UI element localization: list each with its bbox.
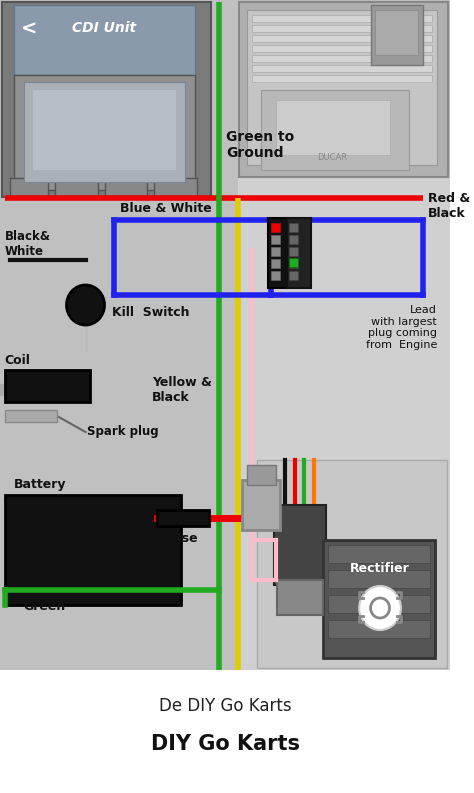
Bar <box>371 5 423 65</box>
Bar <box>14 75 195 190</box>
Text: DUCAR: DUCAR <box>318 154 347 163</box>
Text: Coil: Coil <box>5 354 31 367</box>
Bar <box>242 480 280 530</box>
Bar <box>289 258 298 267</box>
Text: Rectifier: Rectifier <box>350 561 410 574</box>
Bar <box>289 247 298 256</box>
Bar <box>256 460 447 668</box>
Bar <box>104 178 147 196</box>
Bar <box>24 82 185 182</box>
Bar <box>239 2 448 177</box>
Text: <: < <box>21 20 37 39</box>
Circle shape <box>359 586 401 630</box>
Bar <box>0 0 450 670</box>
Bar <box>271 223 280 232</box>
Bar <box>289 259 298 268</box>
Text: Green: Green <box>24 600 66 613</box>
Text: Black&
White: Black& White <box>5 230 51 258</box>
Circle shape <box>66 285 104 325</box>
Bar <box>271 235 280 244</box>
Bar <box>252 25 432 32</box>
Bar <box>154 178 197 196</box>
Bar <box>247 465 275 485</box>
Bar <box>277 580 323 615</box>
Text: Yellow &
Black: Yellow & Black <box>152 376 212 404</box>
Bar <box>5 370 90 402</box>
Bar <box>289 223 298 232</box>
Bar <box>5 495 181 605</box>
Text: Fuse: Fuse <box>166 532 199 545</box>
Bar <box>289 235 298 244</box>
Bar <box>289 271 298 280</box>
Bar <box>271 271 280 280</box>
Text: Lead
with largest
plug coming
from  Engine: Lead with largest plug coming from Engin… <box>365 305 437 350</box>
Bar <box>271 223 280 232</box>
Bar <box>328 570 430 588</box>
Bar <box>252 35 432 42</box>
Bar <box>252 65 432 72</box>
Text: Green to
Ground: Green to Ground <box>226 130 294 160</box>
Bar <box>252 15 432 22</box>
Bar <box>252 45 432 52</box>
Bar <box>271 247 280 256</box>
Bar <box>5 410 57 422</box>
Text: DIY Go Karts: DIY Go Karts <box>151 734 300 754</box>
Bar <box>247 10 437 165</box>
Bar <box>323 540 435 658</box>
Bar <box>375 10 418 55</box>
Text: Blue & White: Blue & White <box>120 202 212 215</box>
Text: Battery: Battery <box>14 478 67 491</box>
Bar <box>328 595 430 613</box>
Bar <box>9 178 47 196</box>
Bar <box>2 2 211 197</box>
Text: Red: Red <box>106 500 133 513</box>
Bar <box>14 5 195 75</box>
Bar <box>287 218 310 288</box>
Bar <box>157 510 209 526</box>
Text: De DIY Go Karts: De DIY Go Karts <box>159 697 292 715</box>
Bar <box>252 75 432 82</box>
Bar <box>237 175 450 670</box>
Bar <box>55 178 98 196</box>
Text: Red &
Black: Red & Black <box>428 192 470 220</box>
Bar <box>33 90 176 170</box>
Bar <box>261 90 409 170</box>
Bar <box>328 620 430 638</box>
Text: Kill  Switch: Kill Switch <box>112 307 190 320</box>
Bar <box>271 259 280 268</box>
Bar <box>275 100 390 155</box>
Bar <box>273 505 326 585</box>
Text: Spark plug: Spark plug <box>87 426 159 439</box>
Bar <box>268 218 287 288</box>
Bar <box>252 55 432 62</box>
Bar <box>328 545 430 563</box>
Text: CDI Unit: CDI Unit <box>73 21 137 35</box>
